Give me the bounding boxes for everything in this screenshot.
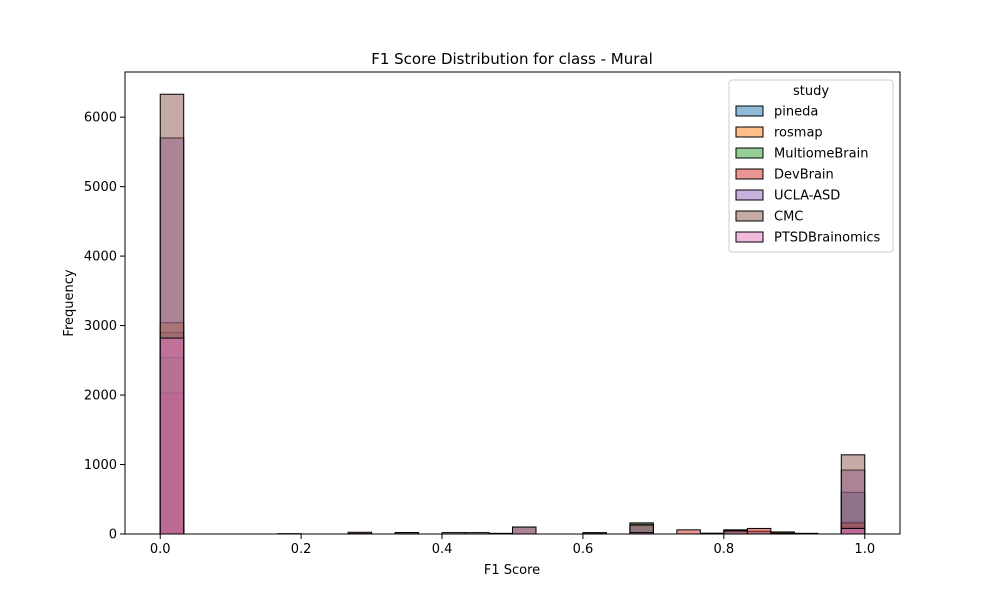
legend-swatch-multiomebrain	[736, 148, 763, 158]
legend-label-multiomebrain: MultiomeBrain	[774, 147, 868, 162]
legend-label-cmc: CMC	[774, 210, 803, 225]
legend-label-ucla-asd: UCLA-ASD	[774, 189, 840, 204]
legend-label-rosmap: rosmap	[774, 126, 823, 141]
legend-swatch-pineda	[736, 106, 763, 116]
bar-cmc-bin-24	[724, 531, 747, 534]
y-tick-label: 5000	[84, 180, 117, 195]
x-tick-label: 0.0	[150, 542, 171, 557]
legend-label-devbrain: DevBrain	[774, 168, 834, 183]
bar-devbrain-bin-22	[677, 530, 700, 534]
bar-cmc-bin-29	[841, 455, 864, 534]
bar-devbrain-bin-25	[747, 528, 770, 534]
x-tick-label: 1.0	[854, 542, 875, 557]
legend-label-pineda: pineda	[774, 105, 818, 120]
x-axis-label: F1 Score	[484, 563, 540, 578]
legend-swatch-rosmap	[736, 127, 763, 137]
x-tick-label: 0.8	[714, 542, 735, 557]
y-axis-label: Frequency	[62, 269, 77, 336]
legend: study pineda rosmap MultiomeBrain DevBrain U…	[729, 80, 893, 252]
y-tick-label: 2000	[84, 389, 117, 404]
legend-swatch-ucla-asd	[736, 190, 763, 200]
y-tick-label: 4000	[84, 250, 117, 265]
x-tick-label: 0.6	[573, 542, 594, 557]
bar-ptsdbrainomics-bin-0	[160, 338, 183, 534]
y-tick-label: 3000	[84, 319, 117, 334]
chart-title: F1 Score Distribution for class - Mural	[371, 50, 653, 68]
y-tick-label: 6000	[84, 111, 117, 126]
bar-ptsdbrainomics-bin-29	[841, 528, 864, 534]
legend-swatch-devbrain	[736, 169, 763, 179]
legend-swatch-ptsdbrainomics	[736, 232, 763, 242]
legend-title: study	[793, 84, 829, 99]
legend-label-ptsdbrainomics: PTSDBrainomics	[774, 231, 880, 246]
x-tick-label: 0.2	[291, 542, 312, 557]
y-tick-label: 1000	[84, 458, 117, 473]
y-tick-label: 0	[109, 528, 117, 543]
legend-swatch-cmc	[736, 211, 763, 221]
x-tick-label: 0.4	[432, 542, 453, 557]
bar-cmc-bin-15	[513, 527, 536, 534]
